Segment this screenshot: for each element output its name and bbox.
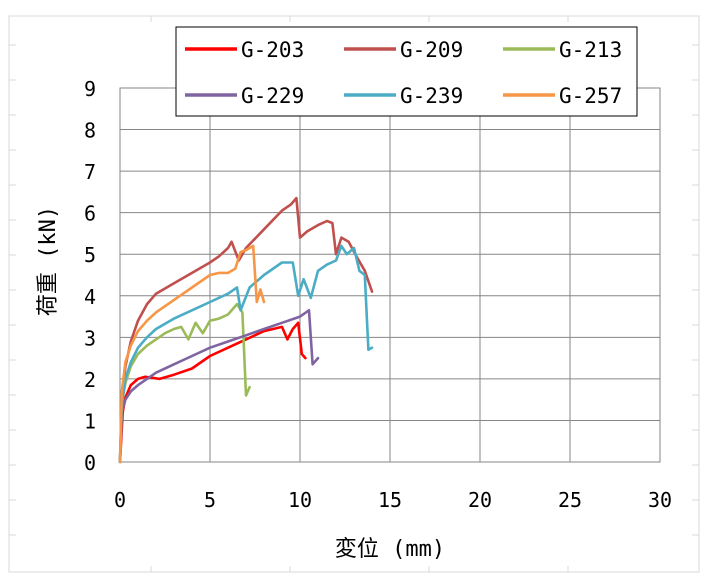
y-axis-title: 荷重 (kN) (36, 206, 61, 316)
x-tick-labels: 0 5 10 15 20 25 30 (114, 488, 672, 512)
y-tick-label: 2 (84, 368, 96, 392)
y-tick-label: 0 (84, 451, 96, 475)
y-tick-label: 6 (84, 202, 96, 226)
series-line-g-229 (118, 308, 320, 464)
x-tick-label: 5 (204, 488, 216, 512)
legend-label: G-209 (400, 38, 463, 62)
legend-box (175, 26, 638, 117)
series-line-g-203 (118, 321, 307, 464)
legend-label: G-229 (241, 84, 304, 108)
outer-tick-marks (9, 16, 699, 572)
y-tick-labels: 0 1 2 3 4 5 6 7 8 9 (84, 77, 96, 475)
x-tick-label: 25 (558, 488, 582, 512)
x-tick-label: 15 (378, 488, 402, 512)
y-tick-label: 5 (84, 243, 96, 267)
series-line-g-213 (118, 302, 251, 464)
x-tick-label: 0 (114, 488, 126, 512)
y-tick-label: 1 (84, 409, 96, 433)
y-tick-label: 7 (84, 160, 96, 184)
legend-label: G-239 (400, 84, 463, 108)
series-line-g-257 (118, 244, 266, 464)
y-tick-label: 8 (84, 119, 96, 143)
legend-label: G-203 (241, 38, 304, 62)
y-tick-label: 9 (84, 77, 96, 101)
x-tick-label: 20 (468, 488, 492, 512)
series-line-g-239 (118, 244, 374, 464)
legend-label: G-257 (559, 84, 622, 108)
y-tick-label: 4 (84, 285, 96, 309)
x-tick-label: 30 (648, 488, 672, 512)
legend-label: G-213 (559, 38, 622, 62)
y-tick-label: 3 (84, 326, 96, 350)
series-line-g-209 (118, 196, 374, 464)
x-tick-label: 10 (288, 488, 312, 512)
legend: G-203 G-209 G-213 G-229 G-239 G-257 (175, 26, 638, 117)
series-lines (118, 196, 374, 464)
x-axis-title: 変位 (mm) (335, 537, 445, 562)
